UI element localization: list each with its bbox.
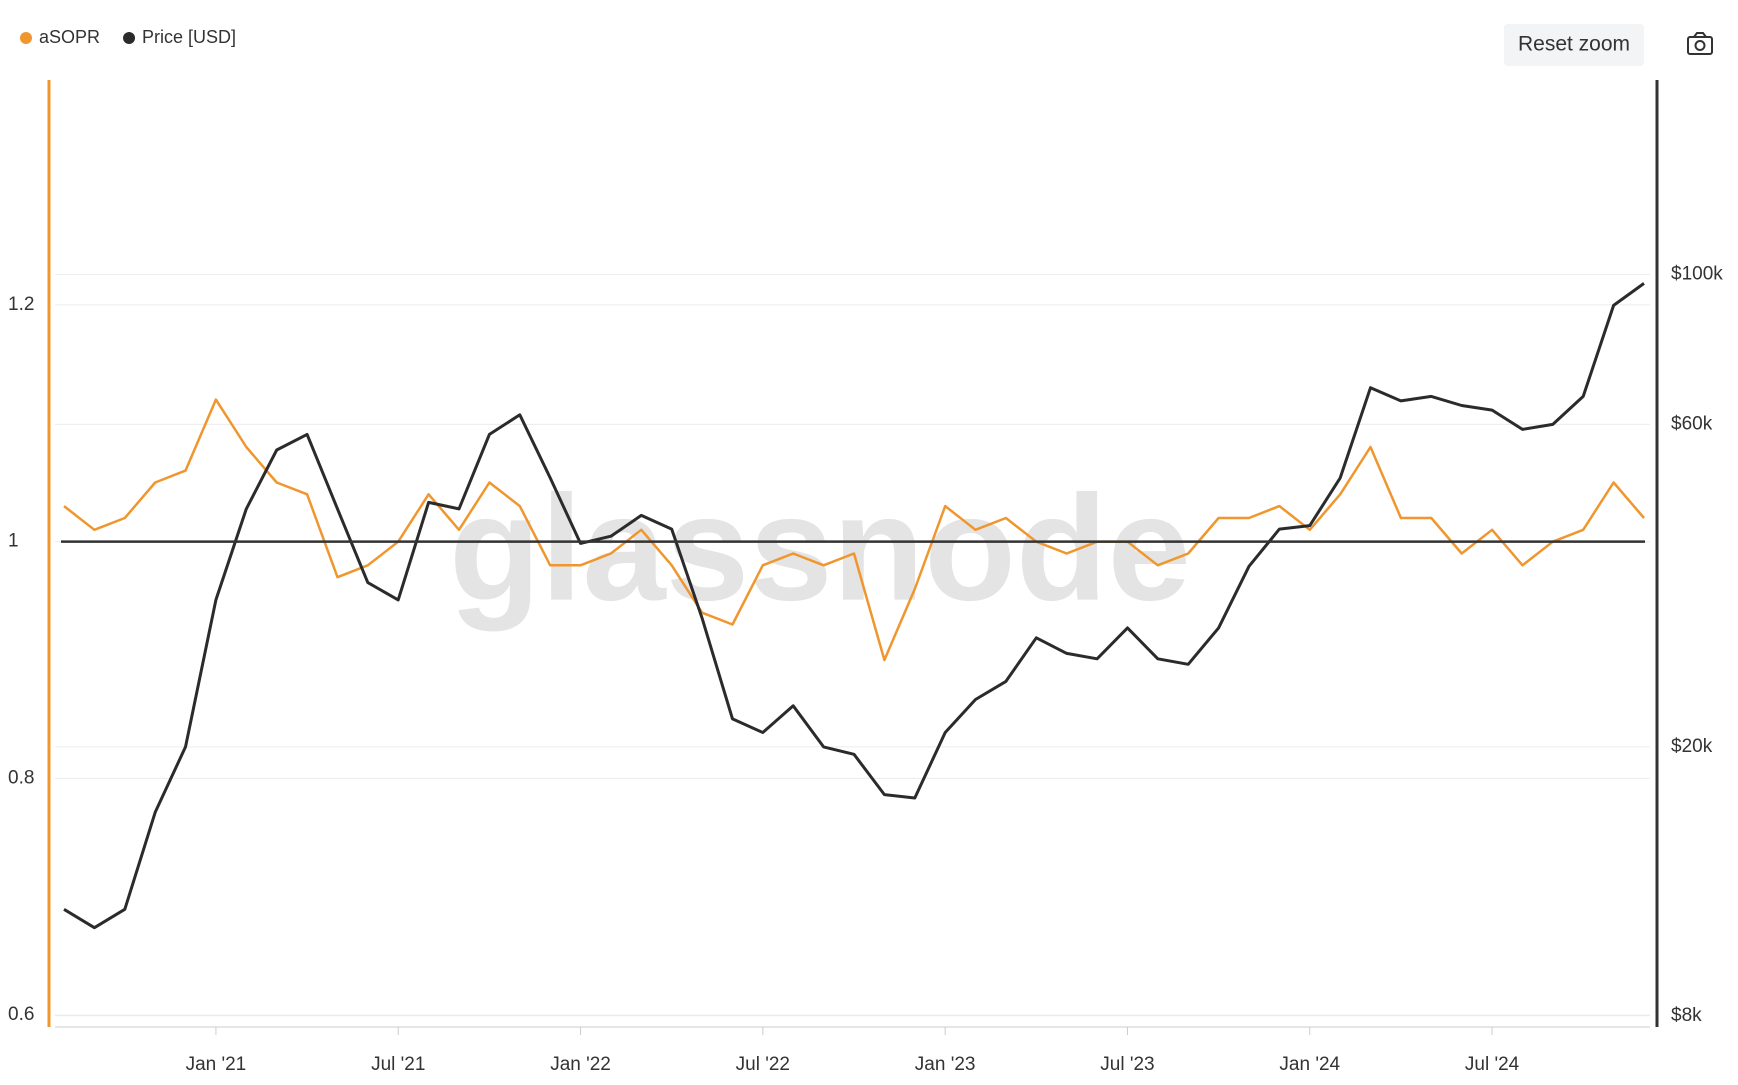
y2-tick-label: $100k	[1671, 264, 1723, 285]
y2-tick-label: $20k	[1671, 736, 1713, 757]
x-tick-label: Jan '21	[186, 1054, 247, 1075]
x-tick-label: Jan '23	[915, 1054, 976, 1075]
legend-marker	[123, 32, 136, 44]
reset-zoom-button[interactable]	[1504, 24, 1644, 66]
x-tick-label: Jul '21	[371, 1054, 425, 1075]
x-tick-label: Jan '22	[550, 1054, 611, 1075]
watermark: glassnode	[449, 464, 1191, 632]
legend-marker	[20, 32, 32, 44]
y-tick-label: 0.6	[8, 1004, 34, 1025]
y2-tick-label: $8k	[1671, 1005, 1702, 1026]
y-tick-label: 1.2	[8, 294, 34, 315]
series-line	[63, 398, 1645, 662]
y-tick-label: 0.8	[8, 767, 34, 788]
x-tick-label: Jan '24	[1279, 1054, 1340, 1075]
legend-label: Price [USD]	[142, 27, 236, 47]
x-tick-label: Jul '23	[1100, 1054, 1154, 1075]
x-tick-label: Jul '22	[736, 1054, 790, 1075]
series-line	[63, 282, 1645, 930]
legend-label: aSOPR	[39, 27, 100, 47]
y2-tick-label: $60k	[1671, 413, 1713, 434]
y-tick-label: 1	[8, 531, 19, 552]
camera-icon[interactable]	[1687, 32, 1713, 55]
reset-zoom-label[interactable]: Reset zoom	[1518, 33, 1630, 56]
x-tick-label: Jul '24	[1465, 1054, 1520, 1075]
